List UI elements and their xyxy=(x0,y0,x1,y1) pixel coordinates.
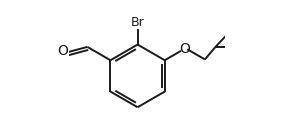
Text: Br: Br xyxy=(131,16,144,29)
Text: O: O xyxy=(58,44,69,58)
Text: O: O xyxy=(179,42,190,56)
